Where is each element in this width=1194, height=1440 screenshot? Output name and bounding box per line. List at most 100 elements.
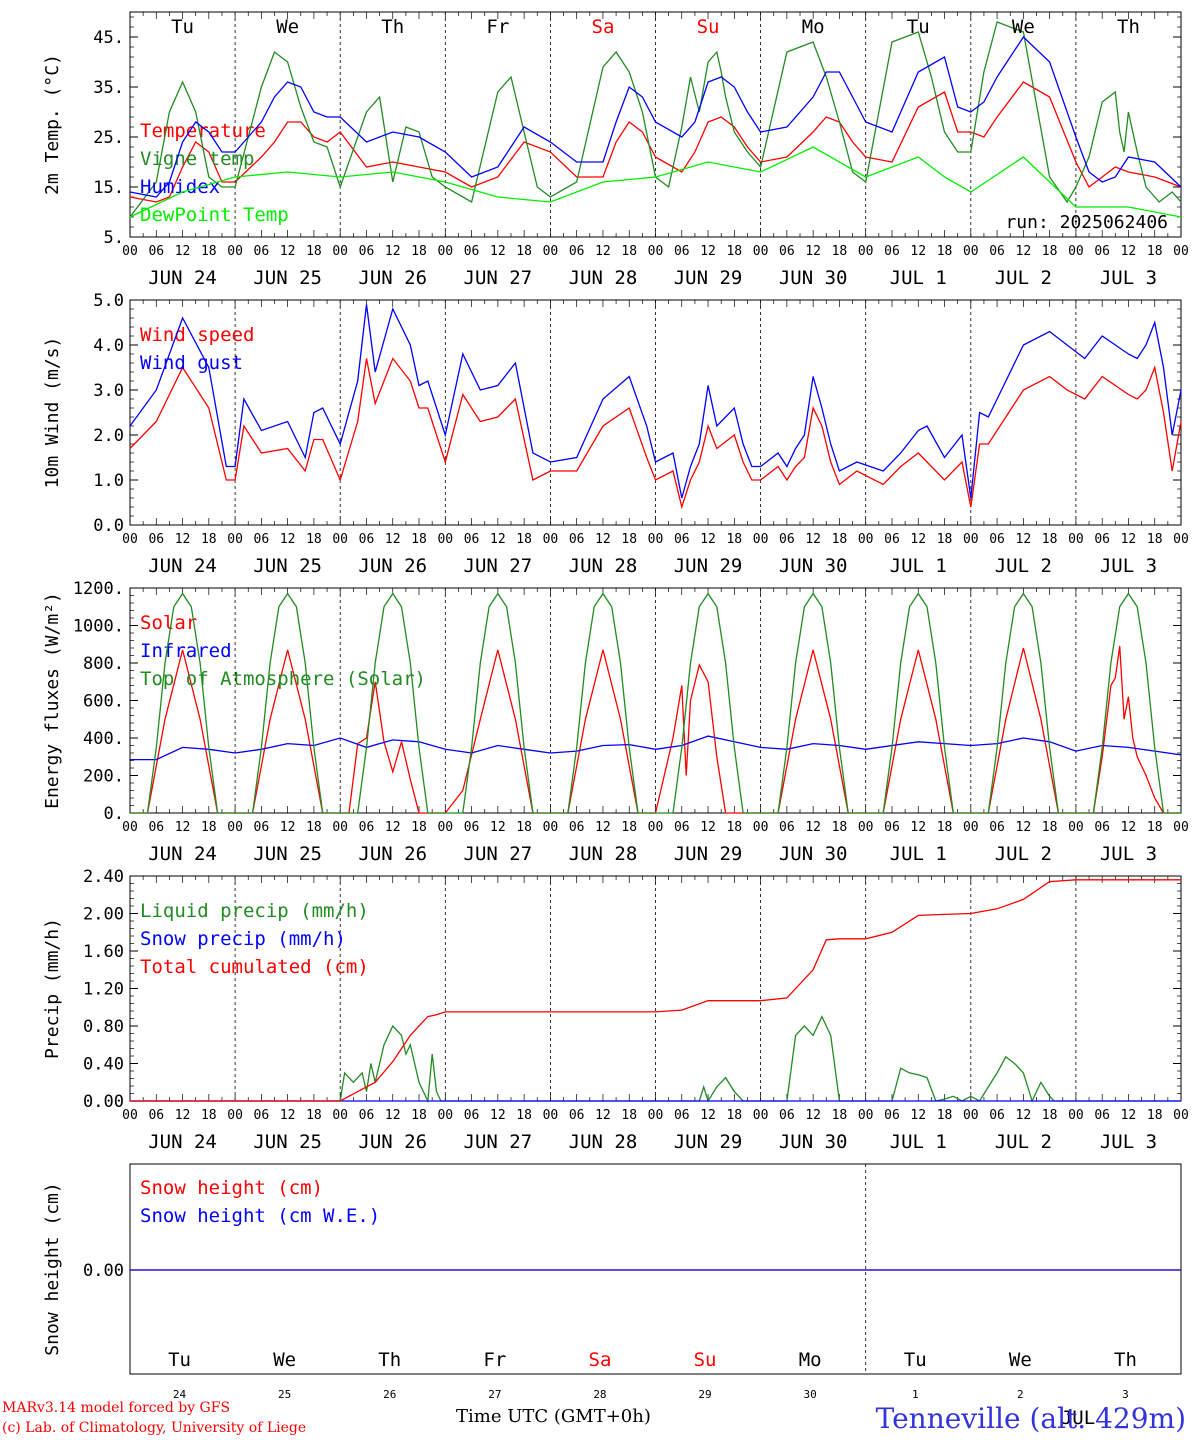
x-tick-label: 18 [516, 820, 532, 835]
legend-entry: Total cumulated (cm) [140, 956, 369, 978]
x-tick-label: 12 [1016, 1108, 1032, 1123]
y-tick-label: 0.00 [83, 1092, 124, 1112]
x-tick-label: 18 [621, 820, 637, 835]
x-tick-label: 12 [700, 532, 716, 547]
x-tick-label: 18 [726, 820, 742, 835]
x-tick-label: 12 [385, 532, 401, 547]
x-tick-label: 06 [464, 820, 480, 835]
x-tick-label: 00 [858, 244, 874, 259]
x-tick-label: 18 [621, 244, 637, 259]
x-date-label: JUN 28 [569, 555, 638, 577]
x-tick-label: 06 [884, 244, 900, 259]
x-tick-label: 06 [359, 1108, 375, 1123]
credit-lab: (c) Lab. of Climatology, University of L… [2, 1420, 307, 1436]
day-name-label: Th [1117, 16, 1140, 38]
x-tick-label: 06 [148, 244, 164, 259]
y-axis-label: 10m Wind (m/s) [42, 337, 63, 489]
x-tick-label: 12 [280, 244, 296, 259]
y-tick-label: 600. [83, 692, 124, 712]
x-tick-label: 12 [175, 820, 191, 835]
x-tick-label: 18 [1147, 820, 1163, 835]
series-line-wind-speed [129, 357, 1182, 510]
x-tick-label: 18 [726, 1108, 742, 1123]
x-date-label: JUN 24 [148, 843, 217, 865]
legend-entry: Infrared [140, 640, 232, 662]
x-date-label: JUN 26 [358, 267, 427, 289]
x-tick-label: 06 [989, 532, 1005, 547]
x-tick-label: 00 [543, 532, 559, 547]
x-date-label: JUL 1 [890, 555, 947, 577]
x-tick-label: 12 [910, 532, 926, 547]
y-tick-label: 800. [83, 654, 124, 674]
x-tick-label: 06 [148, 820, 164, 835]
day-name-label: We [1009, 1349, 1032, 1371]
x-tick-label: 06 [674, 244, 690, 259]
y-tick-label: 25. [93, 128, 124, 148]
x-tick-label: 12 [490, 1108, 506, 1123]
y-tick-label: 15. [93, 178, 124, 198]
plot-frame [129, 299, 1182, 526]
x-tick-label: 00 [1068, 820, 1084, 835]
x-tick-label: 12 [1016, 244, 1032, 259]
x-tick-label: 00 [437, 820, 453, 835]
day-number-label: 29 [698, 1388, 711, 1401]
day-name-label: Fr [483, 1349, 506, 1371]
x-tick-label: 00 [227, 244, 243, 259]
x-date-label: JUL 2 [995, 1131, 1052, 1153]
day-name-label: Tu [171, 16, 194, 38]
x-date-label: JUN 28 [569, 267, 638, 289]
x-date-label: JUN 26 [358, 555, 427, 577]
x-tick-label: 00 [437, 244, 453, 259]
day-number-label: 30 [804, 1388, 817, 1401]
x-tick-label: 12 [805, 1108, 821, 1123]
x-date-label: JUN 24 [148, 555, 217, 577]
x-tick-label: 00 [227, 532, 243, 547]
x-date-label: JUL 2 [995, 267, 1052, 289]
x-date-label: JUN 29 [674, 1131, 743, 1153]
series-line-wind-gust [129, 304, 1182, 499]
x-tick-label: 12 [700, 244, 716, 259]
x-tick-label: 18 [411, 820, 427, 835]
x-tick-label: 18 [411, 244, 427, 259]
month-label: JUL [1061, 1407, 1095, 1429]
day-name-label: Th [1114, 1349, 1137, 1371]
x-tick-label: 00 [1173, 244, 1189, 259]
x-tick-label: 12 [490, 532, 506, 547]
x-tick-label: 00 [858, 820, 874, 835]
x-tick-label: 12 [385, 244, 401, 259]
day-number-label: 25 [278, 1388, 291, 1401]
x-tick-label: 18 [306, 1108, 322, 1123]
x-tick-label: 18 [726, 532, 742, 547]
x-tick-label: 06 [674, 820, 690, 835]
x-tick-label: 06 [464, 244, 480, 259]
y-axis-label: Precip (mm/h) [42, 918, 63, 1059]
x-tick-label: 12 [280, 532, 296, 547]
x-tick-label: 00 [332, 532, 348, 547]
x-tick-label: 18 [1042, 1108, 1058, 1123]
x-date-label: JUL 2 [995, 843, 1052, 865]
x-tick-label: 06 [359, 820, 375, 835]
x-date-label: JUN 30 [779, 843, 848, 865]
x-tick-label: 06 [674, 532, 690, 547]
y-tick-label: 0.00 [83, 1261, 124, 1281]
x-tick-label: 00 [1173, 820, 1189, 835]
x-tick-label: 12 [490, 244, 506, 259]
x-tick-label: 18 [201, 820, 217, 835]
day-name-label: Sa [589, 1349, 612, 1371]
y-tick-label: 5.0 [93, 291, 124, 311]
x-tick-label: 00 [963, 1108, 979, 1123]
series-line-humidex [129, 35, 1182, 198]
x-tick-label: 18 [937, 244, 953, 259]
y-tick-label: 200. [83, 767, 124, 787]
x-tick-label: 00 [1068, 1108, 1084, 1123]
x-tick-label: 00 [1068, 532, 1084, 547]
legend-entry: Top of Atmosphere (Solar) [140, 668, 426, 690]
x-date-label: JUL 3 [1100, 267, 1157, 289]
x-tick-label: 06 [779, 532, 795, 547]
x-tick-label: 12 [385, 820, 401, 835]
x-tick-label: 12 [595, 1108, 611, 1123]
day-name-label: Mo [799, 1349, 822, 1371]
series-line-temperature [129, 81, 1182, 203]
x-tick-label: 06 [569, 532, 585, 547]
x-tick-label: 06 [359, 532, 375, 547]
